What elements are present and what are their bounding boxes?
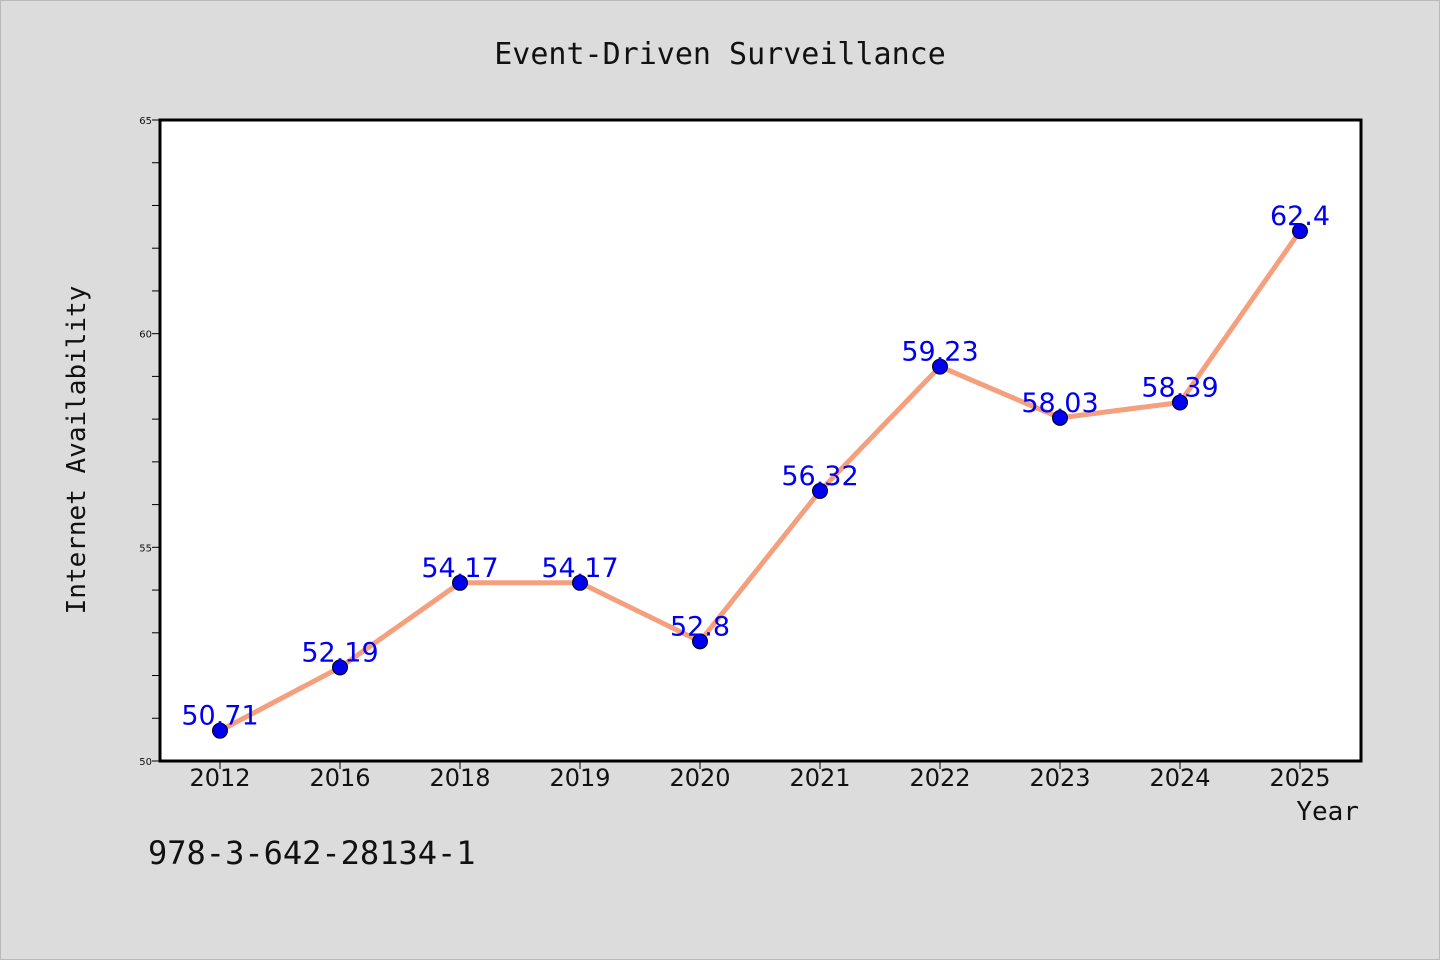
- x-axis-label: Year: [1296, 797, 1359, 827]
- y-axis-label: Internet Availability: [62, 286, 92, 615]
- x-tick-label: 2018: [429, 764, 490, 792]
- x-tick-label: 2016: [309, 764, 370, 792]
- data-label: 59.23: [901, 337, 978, 368]
- data-label: 54.17: [421, 553, 498, 584]
- data-point: [932, 358, 948, 375]
- series-line: [217, 228, 1303, 734]
- data-point: [452, 574, 468, 591]
- data-labels: 50.71 52.19 54.17 54.17 52.8 56.32 59.23 58.03 5…: [181, 201, 1330, 732]
- y-tick-label: 50: [139, 757, 152, 768]
- x-tick-label: 2012: [189, 764, 250, 792]
- data-point: [1052, 409, 1068, 426]
- data-label: 52.8: [670, 611, 730, 642]
- data-label: 62.4: [1270, 201, 1330, 232]
- x-tick-label: 2022: [909, 764, 970, 792]
- x-tick-label: 2019: [549, 764, 610, 792]
- data-label: 56.32: [781, 461, 858, 492]
- x-tick-label: 2025: [1269, 764, 1330, 792]
- x-tick-label: 2023: [1029, 764, 1090, 792]
- y-tick-label: 65: [139, 116, 152, 127]
- y-tick-label: 55: [139, 543, 152, 554]
- chart-title: Event-Driven Surveillance: [494, 37, 946, 72]
- series-markers: [212, 223, 1308, 739]
- data-point: [572, 574, 588, 591]
- footer-id: 978-3-642-28134-1: [148, 834, 476, 872]
- data-point: [212, 722, 228, 739]
- data-point: [1172, 394, 1188, 411]
- x-tick-label: 2020: [669, 764, 730, 792]
- data-label: 50.71: [181, 701, 258, 732]
- x-tick-label: 2024: [1149, 764, 1210, 792]
- x-axis: 2012 2016 2018 2019 2020 2021 2022 2023 2024 2025: [189, 761, 1331, 792]
- data-label: 58.03: [1021, 388, 1098, 419]
- data-label: 52.19: [301, 637, 378, 668]
- data-point: [332, 659, 348, 676]
- data-label: 54.17: [541, 553, 618, 584]
- x-tick-label: 2021: [789, 764, 850, 792]
- data-point: [692, 633, 708, 650]
- data-point: [812, 482, 828, 499]
- y-axis: 50 55 60 65: [139, 116, 160, 768]
- y-tick-label: 60: [139, 330, 152, 341]
- data-point: [1292, 223, 1308, 240]
- data-label: 58.39: [1141, 372, 1218, 403]
